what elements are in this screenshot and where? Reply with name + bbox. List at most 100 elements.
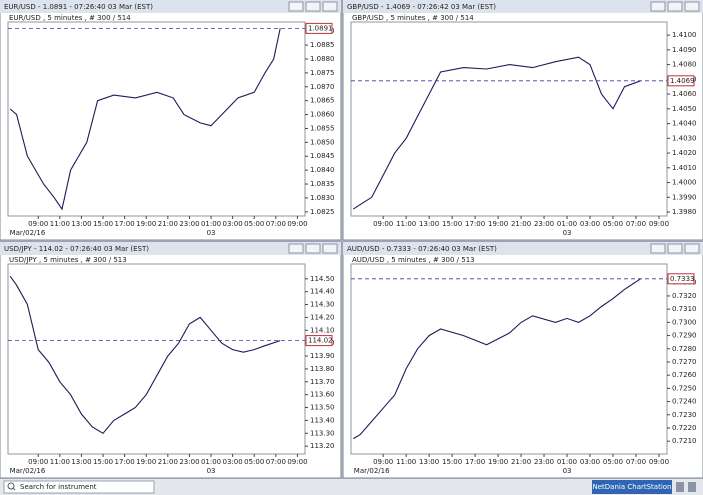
y-tick-label: 114.10 bbox=[310, 326, 335, 334]
x-tick-label: 09:00 bbox=[287, 220, 307, 228]
y-tick-label: 114.40 bbox=[310, 288, 335, 296]
y-tick-label: 114.30 bbox=[310, 301, 335, 309]
x-tick-label: 23:00 bbox=[534, 458, 554, 466]
toolbar-icon[interactable] bbox=[688, 482, 696, 492]
search-icon bbox=[7, 482, 15, 490]
search-icon bbox=[12, 487, 16, 491]
status-bar bbox=[0, 479, 703, 495]
y-tick-label: 1.0875 bbox=[310, 69, 335, 77]
x-tick-label: 19:00 bbox=[136, 220, 156, 228]
x-tick-label: 23:00 bbox=[179, 458, 199, 466]
x-tick-label: 13:00 bbox=[71, 220, 91, 228]
window-button[interactable] bbox=[650, 1, 666, 12]
plot-area bbox=[350, 21, 668, 217]
brand-button[interactable] bbox=[592, 480, 672, 494]
x-date-label: Mar/02/16 bbox=[10, 467, 46, 475]
toolbar-icon[interactable] bbox=[676, 482, 684, 492]
title-bar bbox=[0, 0, 341, 13]
y-tick-label: 113.60 bbox=[310, 391, 335, 399]
x-tick-label: 09:00 bbox=[28, 458, 48, 466]
panel-title: AUD/USD - 0.7333 - 07:26:40 03 Mar (EST) bbox=[347, 245, 497, 253]
chart-subtitle: AUD/USD , 5 minutes , # 300 / 513 bbox=[352, 256, 475, 264]
y-tick-label: 1.0880 bbox=[310, 55, 335, 63]
x-tick-label: 01:00 bbox=[201, 458, 221, 466]
x-tick-label: 07:00 bbox=[626, 220, 646, 228]
x-tick-label: 01:00 bbox=[557, 220, 577, 228]
price-line bbox=[9, 28, 281, 211]
last-price-box bbox=[667, 75, 695, 87]
window-button[interactable] bbox=[650, 243, 666, 254]
y-tick-label: 1.4100 bbox=[672, 31, 697, 39]
window-button[interactable] bbox=[684, 243, 700, 254]
y-tick-label: 0.7280 bbox=[672, 345, 697, 353]
x-tick-label: 23:00 bbox=[179, 220, 199, 228]
y-tick-label: 1.0835 bbox=[310, 180, 335, 188]
search-placeholder: Search for instrument bbox=[20, 483, 97, 491]
y-tick-label: 1.0855 bbox=[310, 124, 335, 132]
panel-title: EUR/USD - 1.0891 - 07:26:40 03 Mar (EST) bbox=[4, 3, 153, 11]
last-price-label: 1.0891 bbox=[308, 24, 333, 32]
x-tick-label: 13:00 bbox=[419, 220, 439, 228]
x-tick-label: 17:00 bbox=[465, 220, 485, 228]
window-button[interactable] bbox=[288, 1, 304, 12]
x-tick-label: 17:00 bbox=[115, 458, 135, 466]
window-button[interactable] bbox=[667, 1, 683, 12]
x-tick-label: 03:00 bbox=[223, 220, 243, 228]
last-price-label: 1.4069 bbox=[670, 77, 695, 85]
last-price-box bbox=[305, 335, 333, 347]
y-tick-label: 113.40 bbox=[310, 416, 335, 424]
y-tick-label: 0.7240 bbox=[672, 398, 697, 406]
y-tick-label: 1.4030 bbox=[672, 134, 697, 142]
x-tick-label: 19:00 bbox=[488, 458, 508, 466]
y-tick-label: 1.0825 bbox=[310, 208, 335, 216]
x-tick-label: 11:00 bbox=[396, 458, 416, 466]
window-button[interactable] bbox=[288, 243, 304, 254]
price-line bbox=[353, 278, 641, 440]
y-tick-label: 1.4050 bbox=[672, 105, 697, 113]
y-tick-label: 113.80 bbox=[310, 365, 335, 373]
y-tick-label: 1.4080 bbox=[672, 61, 697, 69]
y-tick-label: 113.30 bbox=[310, 429, 335, 437]
y-tick-label: 0.7260 bbox=[672, 371, 697, 379]
panel-title: GBP/USD - 1.4069 - 07:26:42 03 Mar (EST) bbox=[347, 3, 496, 11]
x-tick-label: 07:00 bbox=[626, 458, 646, 466]
title-bar bbox=[343, 0, 703, 13]
x-tick-label: 03:00 bbox=[580, 458, 600, 466]
y-tick-label: 0.7270 bbox=[672, 358, 697, 366]
x-tick-label: 17:00 bbox=[465, 458, 485, 466]
x-tick-label: 23:00 bbox=[534, 220, 554, 228]
x-tick-label: 11:00 bbox=[396, 220, 416, 228]
search-box[interactable] bbox=[3, 480, 155, 494]
window-button[interactable] bbox=[667, 243, 683, 254]
x-tick-label: 21:00 bbox=[158, 458, 178, 466]
last-price-label: 0.7333 bbox=[670, 275, 695, 283]
panel-title: USD/JPY - 114.02 - 07:26:40 03 Mar (EST) bbox=[4, 245, 149, 253]
y-tick-label: 1.0870 bbox=[310, 83, 335, 91]
title-bar bbox=[0, 242, 341, 255]
y-tick-label: 1.0845 bbox=[310, 152, 335, 160]
y-tick-label: 1.4040 bbox=[672, 120, 697, 128]
x-date-label: Mar/02/16 bbox=[10, 229, 46, 237]
x-date-label: 03 bbox=[207, 467, 216, 475]
window-button[interactable] bbox=[305, 243, 321, 254]
x-tick-label: 09:00 bbox=[649, 458, 669, 466]
x-date-label: Mar/02/16 bbox=[354, 467, 390, 475]
chart-subtitle: USD/JPY , 5 minutes , # 300 / 513 bbox=[9, 256, 127, 264]
x-tick-label: 05:00 bbox=[603, 220, 623, 228]
x-date-label: 03 bbox=[563, 229, 572, 237]
window-button[interactable] bbox=[322, 1, 338, 12]
window-button[interactable] bbox=[305, 1, 321, 12]
y-tick-label: 0.7320 bbox=[672, 292, 697, 300]
x-tick-label: 09:00 bbox=[373, 458, 393, 466]
x-tick-label: 07:00 bbox=[266, 220, 286, 228]
x-tick-label: 09:00 bbox=[649, 220, 669, 228]
window-button[interactable] bbox=[322, 243, 338, 254]
x-tick-label: 19:00 bbox=[488, 220, 508, 228]
y-tick-label: 1.3980 bbox=[672, 208, 697, 216]
y-tick-label: 0.7230 bbox=[672, 411, 697, 419]
window-button[interactable] bbox=[684, 1, 700, 12]
plot-area bbox=[7, 263, 306, 455]
y-tick-label: 113.20 bbox=[310, 442, 335, 450]
y-tick-label: 1.0830 bbox=[310, 194, 335, 202]
